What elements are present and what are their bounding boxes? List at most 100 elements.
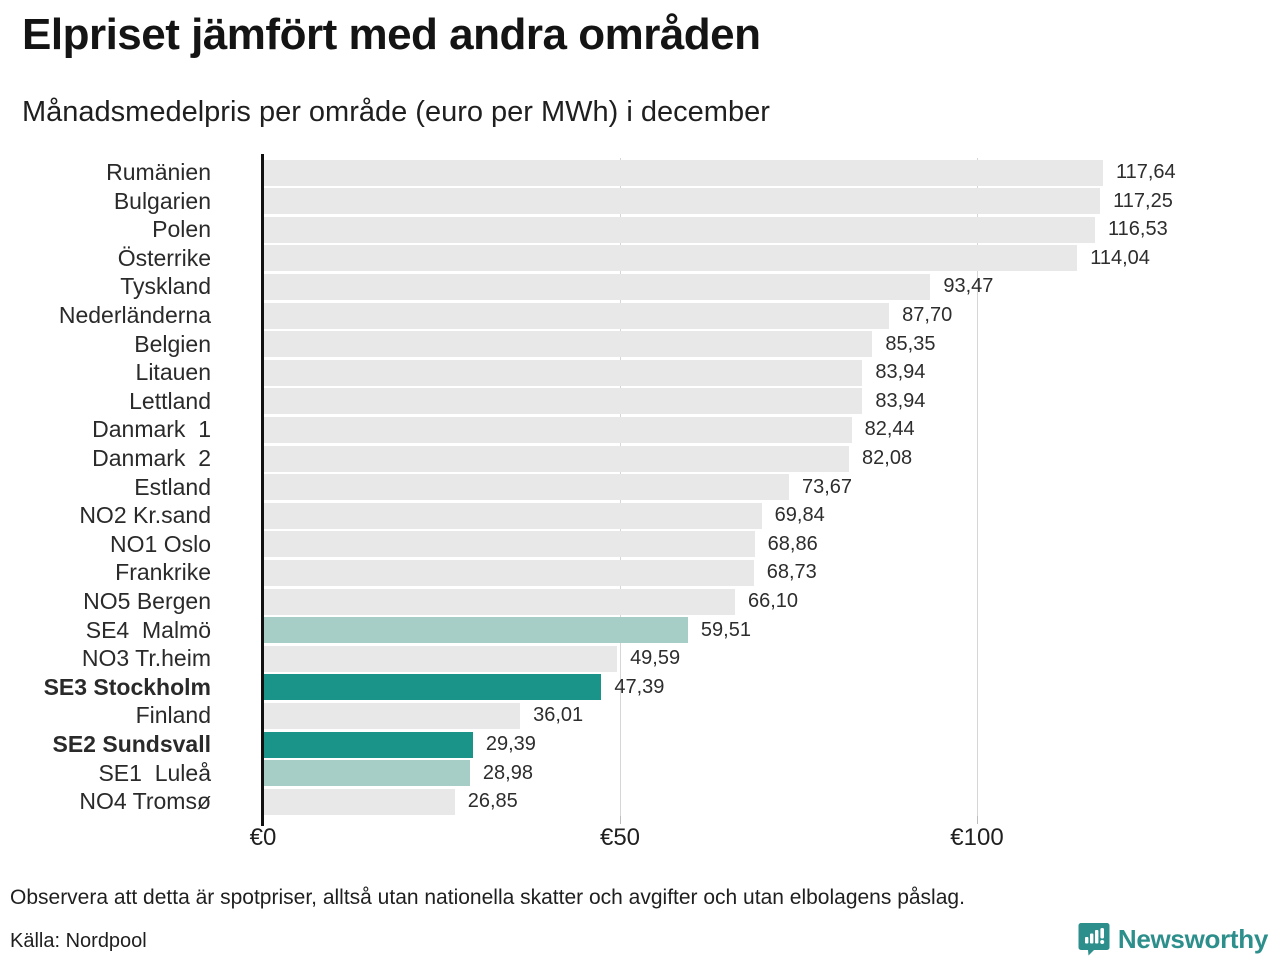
bar (263, 645, 618, 672)
bar-row: SE1 Luleå 28,98 (0, 759, 1280, 788)
bar-row: Danmark 1 82,44 (0, 415, 1280, 444)
bar-label: Danmark 2 (92, 445, 211, 471)
bar-label: SE2 Sundsvall (52, 731, 211, 757)
bar (263, 760, 470, 787)
bar (263, 559, 754, 586)
bar-label: Bulgarien (113, 187, 211, 214)
bar-row: Österrike 114,04 (0, 244, 1280, 273)
x-axis-labels: €0 €50 €100 (0, 824, 1280, 854)
x-axis-tick-label: €50 (599, 824, 641, 851)
bar (263, 302, 890, 329)
bar (263, 331, 873, 358)
bar-value: 117,64 (1115, 161, 1176, 183)
bar-row: NO1 Oslo 68,86 (0, 530, 1280, 559)
x-axis-tick-label: €100 (950, 824, 1004, 851)
bar (263, 617, 688, 644)
bar (263, 445, 850, 472)
bar (263, 388, 863, 415)
bar-value: 68,86 (767, 532, 818, 555)
bar-value: 114,04 (1090, 246, 1150, 269)
bar-value: 29,39 (485, 733, 536, 755)
bar-row: NO5 Bergen 66,10 (0, 587, 1280, 616)
bar-value: 117,25 (1113, 189, 1173, 212)
bar-value: 87,70 (902, 304, 953, 326)
bar-row: Lettland 83,94 (0, 387, 1280, 416)
bar-value: 93,47 (943, 275, 994, 298)
bar-value: 116,53 (1108, 218, 1168, 241)
bar-row: Frankrike 68,73 (0, 558, 1280, 587)
bar-label: SE4 Malmö (85, 616, 211, 643)
bar-value: 26,85 (467, 790, 518, 813)
bar-chart-speech-bubble-icon (1078, 923, 1110, 956)
bar-label: Danmark 1 (92, 416, 211, 443)
bar-value: 82,08 (862, 447, 913, 469)
bar (263, 702, 521, 729)
bar-label: Lettland (129, 387, 211, 414)
bar (263, 359, 863, 386)
bar-row: Nederländerna 87,70 (0, 301, 1280, 330)
bar-label: Finland (135, 702, 211, 729)
bar-value: 47,39 (614, 675, 665, 698)
brand-name: Newsworthy (1117, 923, 1268, 954)
bar (263, 216, 1096, 243)
bar-value: 28,98 (482, 761, 533, 784)
bar (263, 273, 931, 300)
bar-label: NO2 Kr.sand (79, 502, 211, 529)
bar-row: SE2 Sundsvall 29,39 (0, 730, 1280, 759)
bar (263, 531, 755, 558)
newsworthy-logo: Newsworthy (1078, 922, 1268, 956)
bar-row: SE3 Stockholm 47,39 (0, 673, 1280, 702)
footnote: Observera att detta är spotpriser, allts… (10, 886, 965, 909)
chart-subtitle: Månadsmedelpris per område (euro per MWh… (22, 96, 770, 128)
bar-label: Österrike (117, 244, 211, 271)
bar-label: Litauen (135, 359, 211, 386)
bar (263, 474, 789, 501)
axis-tick (977, 816, 978, 824)
bar (263, 674, 602, 701)
bar-row: Finland 36,01 (0, 701, 1280, 730)
bar-value: 83,94 (875, 361, 926, 384)
bar-label: NO3 Tr.heim (81, 645, 211, 672)
bar (263, 416, 852, 443)
bar (263, 159, 1103, 186)
bar-label: SE1 Luleå (98, 759, 211, 786)
bar-value: 68,73 (766, 561, 817, 584)
bar-value: 73,67 (802, 475, 853, 498)
bar-row: Belgien 85,35 (0, 330, 1280, 359)
bar (263, 188, 1101, 215)
bar-value: 85,35 (885, 332, 936, 355)
page-title: Elpriset jämfört med andra områden (22, 10, 761, 59)
bar-row: Litauen 83,94 (0, 358, 1280, 387)
bar-row: Danmark 2 82,08 (0, 444, 1280, 473)
bar-value: 36,01 (533, 704, 584, 727)
bar (263, 731, 473, 758)
bar-value: 69,84 (774, 504, 825, 527)
bar-row: NO4 Tromsø 26,85 (0, 787, 1280, 816)
bar-label: Estland (134, 473, 211, 500)
bar-label: Tyskland (120, 273, 211, 300)
bar-value: 59,51 (700, 618, 751, 641)
bar-label: Frankrike (115, 559, 211, 586)
bar-value: 82,44 (864, 418, 915, 441)
bar-row: NO3 Tr.heim 49,59 (0, 644, 1280, 673)
axis-tick (620, 816, 621, 824)
y-axis-line (261, 154, 264, 826)
gridline (977, 158, 978, 816)
bar-row: SE4 Malmö 59,51 (0, 616, 1280, 645)
bar-row: Rumänien 117,64 (0, 158, 1280, 187)
bar-value: 83,94 (875, 389, 926, 412)
source-label: Källa: Nordpool (10, 930, 147, 952)
bar-row: Estland 73,67 (0, 473, 1280, 502)
bar-row: Bulgarien 117,25 (0, 187, 1280, 216)
x-axis-tick-label: €0 (249, 824, 277, 851)
bar-label: NO5 Bergen (83, 588, 211, 614)
bar-label: Belgien (134, 330, 211, 357)
bar-chart: Rumänien 117,64 Bulgarien 117,25 Polen 116,53… (0, 154, 1280, 826)
bar-value: 66,10 (747, 590, 799, 612)
bar-label: Polen (152, 216, 211, 243)
bar (263, 588, 735, 615)
bar-row: NO2 Kr.sand 69,84 (0, 501, 1280, 530)
bar-value: 49,59 (630, 647, 681, 670)
bar (263, 502, 762, 529)
